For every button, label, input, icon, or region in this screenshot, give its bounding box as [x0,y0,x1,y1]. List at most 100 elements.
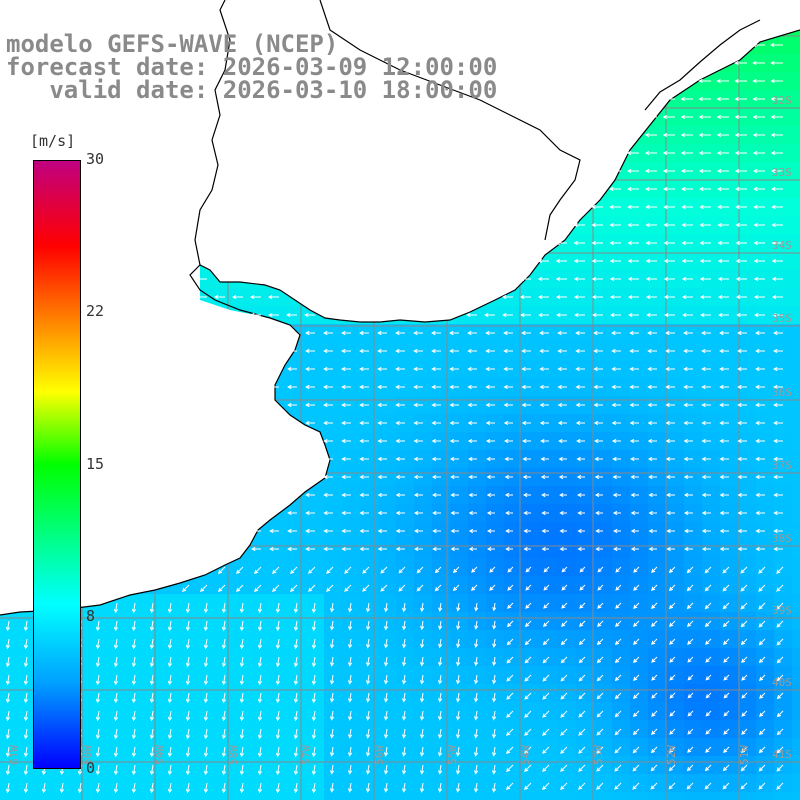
wind-cell [792,144,800,163]
wind-arrow [596,638,604,646]
wind-arrow [524,692,532,700]
wind-arrow [395,330,405,336]
wind-arrow [704,584,712,592]
lon-label: 61W [8,745,21,765]
wind-arrow [341,420,351,426]
wind-cell [396,522,415,541]
wind-cell [720,432,739,451]
wind-arrow [701,438,711,444]
wind-cell [702,450,721,469]
wind-arrow [23,674,29,686]
wind-arrow [275,782,281,794]
wind-cell [342,576,361,595]
wind-cell [792,252,800,271]
wind-cell [306,324,325,343]
wind-cell [540,540,559,559]
wind-arrow [704,602,712,610]
wind-cell [738,450,757,469]
wind-arrow [200,584,208,592]
wind-arrow [701,492,711,498]
wind-cell [720,450,739,469]
wind-arrow [717,204,729,210]
wind-arrow [770,132,783,138]
wind-arrow [377,348,387,354]
wind-arrow [740,620,748,628]
wind-arrow [609,258,621,264]
wind-arrow [287,528,297,534]
lon-label: 54W [519,745,532,765]
wind-arrow [776,620,784,628]
wind-arrow [522,438,531,444]
wind-arrow [613,528,621,534]
wind-cell [666,486,685,505]
wind-arrow [615,602,622,609]
wind-cell [684,90,703,109]
wind-cell [432,576,451,595]
wind-arrow [701,510,711,516]
wind-arrow [753,240,765,246]
wind-arrow [612,474,621,480]
wind-arrow [431,330,441,336]
wind-arrow [575,402,585,408]
wind-arrow [221,602,227,614]
wind-arrow [662,114,675,120]
wind-arrow [401,764,407,775]
wind-arrow [645,294,657,300]
wind-arrow [5,620,11,632]
wind-cell [684,198,703,217]
lon-label: 55W [446,745,459,765]
wind-cell [396,432,415,451]
wind-arrow [401,710,407,721]
wind-cell [144,792,163,800]
wind-cell [306,504,325,523]
wind-arrow [323,456,333,462]
wind-arrow [683,402,693,408]
wind-arrow [203,620,209,632]
wind-arrow [239,602,245,614]
wind-arrow [149,620,155,632]
wind-arrow [113,674,119,686]
wind-arrow [681,294,693,300]
wind-arrow [413,384,423,390]
wind-arrow [614,656,622,664]
wind-arrow [645,222,657,228]
wind-arrow [648,510,657,516]
wind-cell [792,486,800,505]
wind-arrow [491,710,497,721]
wind-arrow [182,584,190,592]
wind-cell [378,540,397,559]
wind-cell [648,144,667,163]
wind-arrow [668,620,676,628]
wind-cell [594,450,613,469]
wind-arrow [719,348,729,354]
wind-arrow [596,746,604,754]
wind-arrow [365,692,371,703]
wind-cell [774,522,793,541]
wind-arrow [489,566,496,573]
wind-arrow [630,492,639,498]
wind-arrow [473,746,479,757]
wind-arrow [699,276,711,282]
wind-arrow [506,674,514,682]
wind-cell [630,270,649,289]
wind-cell [396,486,415,505]
wind-cell [414,558,433,577]
wind-cell [684,252,703,271]
wind-arrow [663,168,675,174]
wind-arrow [741,674,748,681]
wind-arrow [275,638,281,650]
wind-arrow [203,764,209,776]
wind-arrow [776,782,784,790]
wind-cell [504,504,523,523]
wind-cell [702,486,721,505]
wind-cell [414,522,433,541]
wind-arrow [722,620,730,628]
wind-arrow [398,566,406,574]
wind-arrow [596,728,604,736]
wind-cell [468,396,487,415]
wind-cell [630,486,649,505]
wind-cell [396,342,415,361]
wind-arrow [699,294,711,300]
wind-cell [720,234,739,253]
wind-cell [756,144,775,163]
